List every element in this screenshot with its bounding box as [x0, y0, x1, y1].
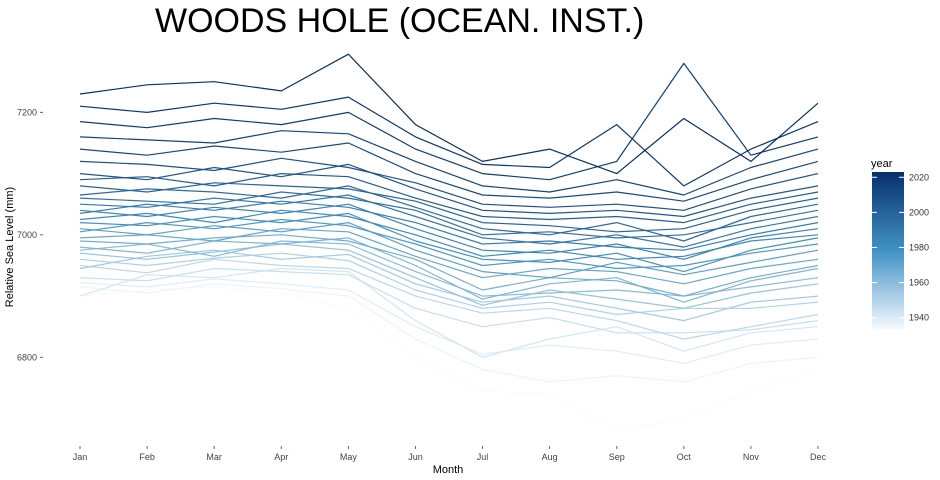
series-line-1987: [79, 200, 819, 251]
series-line-2011: [79, 142, 819, 202]
series-line-1966: [79, 234, 819, 297]
series-line-1936: [79, 283, 819, 383]
color-legend: year 1940 1960 1980 2000 2020: [871, 158, 929, 330]
chart-title: WOODS HOLE (OCEAN. INST.): [155, 2, 644, 40]
x-tick-label: Feb: [139, 452, 155, 462]
legend-tick-label: 1940: [909, 313, 929, 323]
series-line-1993: [79, 191, 819, 239]
legend-tick-label: 2000: [909, 207, 929, 217]
x-tick-label: Oct: [677, 452, 692, 462]
series-line-1996: [79, 185, 819, 242]
series-line-2014: [79, 130, 819, 196]
x-tick-label: Jul: [477, 452, 489, 462]
y-axis: 6800 7000 7200: [17, 107, 43, 362]
series-line-1963: [79, 237, 819, 303]
y-axis-title: Relative Sea Level (mm): [4, 187, 16, 307]
legend-tick-label: 2020: [909, 172, 929, 182]
x-tick-label: Sep: [609, 452, 625, 462]
series-line-1954: [79, 249, 819, 322]
series-line-2020: [79, 96, 819, 187]
series-line-1960: [79, 240, 819, 297]
series-line-1939: [79, 278, 819, 364]
y-tick-label: 7200: [17, 107, 37, 117]
legend-title: year: [871, 158, 893, 170]
series-line-1975: [79, 218, 819, 270]
series-line-1942: [79, 267, 819, 358]
x-tick-label: Nov: [743, 452, 760, 462]
series-line-2002: [79, 173, 819, 224]
x-tick-label: Jun: [408, 452, 423, 462]
series-line-1951: [79, 252, 819, 316]
series-line-1933: [79, 286, 819, 432]
series-line-1969: [79, 228, 819, 285]
y-tick-label: 6800: [17, 352, 37, 362]
series-line-2017: [79, 62, 819, 181]
x-tick-label: Dec: [810, 452, 827, 462]
series-line-2008: [79, 157, 819, 211]
x-tick-label: Jan: [73, 452, 88, 462]
series-line-1981: [79, 209, 819, 260]
x-tick-label: Mar: [206, 452, 222, 462]
legend-tick-label: 1960: [909, 278, 929, 288]
series-line-1978: [79, 212, 819, 273]
legend-ticks: 1940 1960 1980 2000 2020: [872, 172, 929, 323]
x-axis: Jan Feb Mar Apr May Jun Jul Aug Sep Oct Nov Dec: [73, 446, 827, 462]
legend-tick-label: 1980: [909, 242, 929, 252]
x-tick-label: May: [340, 452, 358, 462]
x-tick-label: Apr: [274, 452, 288, 462]
legend-color-bar: [872, 172, 904, 330]
series-line-1990: [79, 194, 819, 248]
series-line-2023: [79, 53, 819, 175]
x-tick-label: Aug: [542, 452, 558, 462]
series-line-1945: [79, 267, 819, 334]
y-tick-label: 7000: [17, 230, 37, 240]
series-line-1948: [79, 258, 819, 340]
series-line-1957: [79, 243, 819, 309]
series-layer: [79, 53, 819, 432]
x-axis-title: Month: [433, 464, 464, 476]
